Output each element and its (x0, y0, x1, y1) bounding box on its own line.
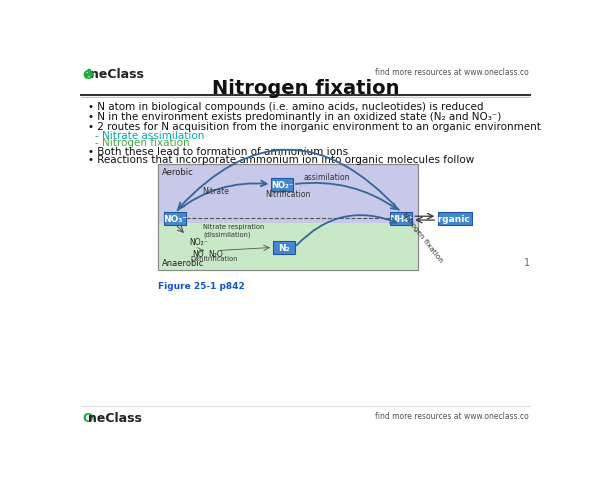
Text: Denitrification: Denitrification (191, 256, 238, 261)
FancyBboxPatch shape (164, 212, 187, 225)
Text: Nitrate: Nitrate (202, 186, 229, 196)
Text: Nitrogen fixation: Nitrogen fixation (212, 79, 399, 98)
Text: neClass: neClass (90, 68, 144, 81)
FancyBboxPatch shape (271, 178, 293, 191)
Bar (158, 165, 418, 271)
Text: NO₃⁻: NO₃⁻ (163, 214, 187, 223)
Text: neClass: neClass (88, 411, 142, 424)
Text: ♣: ♣ (82, 68, 95, 82)
Text: • N in the environment exists predominantly in an oxidized state (N₂ and NO₃⁻): • N in the environment exists predominan… (88, 112, 502, 122)
Text: 1: 1 (524, 258, 530, 268)
Text: N₂: N₂ (278, 243, 290, 252)
Text: NO₂⁻: NO₂⁻ (271, 181, 293, 189)
Text: • 2 routes for N acquisition from the inorganic environment to an organic enviro: • 2 routes for N acquisition from the in… (88, 122, 541, 132)
Text: O: O (82, 69, 93, 82)
Bar (158, 165, 418, 271)
Text: N₂O: N₂O (208, 249, 222, 258)
FancyBboxPatch shape (272, 242, 295, 255)
Text: Anaerobic: Anaerobic (162, 259, 204, 268)
Text: Nitrogen fixation: Nitrogen fixation (401, 211, 444, 263)
Text: NH₄⁺: NH₄⁺ (389, 214, 412, 223)
Text: • Reactions that incorporate ammonium ion into organic molecules follow: • Reactions that incorporate ammonium io… (88, 155, 474, 165)
Text: Organic N: Organic N (430, 214, 480, 223)
Text: - Nitrate assimilation: - Nitrate assimilation (95, 130, 204, 140)
Text: find more resources at www.oneclass.co: find more resources at www.oneclass.co (375, 411, 529, 420)
FancyBboxPatch shape (437, 212, 473, 225)
Text: • Both these lead to formation of ammonium ions: • Both these lead to formation of ammoni… (88, 147, 349, 156)
Text: assimilation: assimilation (304, 173, 350, 182)
Text: NO: NO (193, 249, 204, 258)
Text: find more resources at www.oneclass.co: find more resources at www.oneclass.co (375, 68, 529, 77)
Text: - Nitrogen fixation: - Nitrogen fixation (95, 138, 190, 148)
Text: O: O (82, 411, 93, 424)
Bar (158, 223, 418, 271)
Text: NO₂⁻: NO₂⁻ (189, 237, 208, 246)
Text: Nitrate respiration
(dissimilation): Nitrate respiration (dissimilation) (203, 224, 265, 238)
FancyBboxPatch shape (390, 212, 412, 225)
Text: Figure 25-1 p842: Figure 25-1 p842 (158, 282, 245, 291)
Text: Aerobic: Aerobic (162, 168, 194, 177)
Text: Nitrification: Nitrification (266, 190, 311, 198)
Text: • N atom in biological compounds (i.e. amino acids, nucleotides) is reduced: • N atom in biological compounds (i.e. a… (88, 102, 484, 112)
